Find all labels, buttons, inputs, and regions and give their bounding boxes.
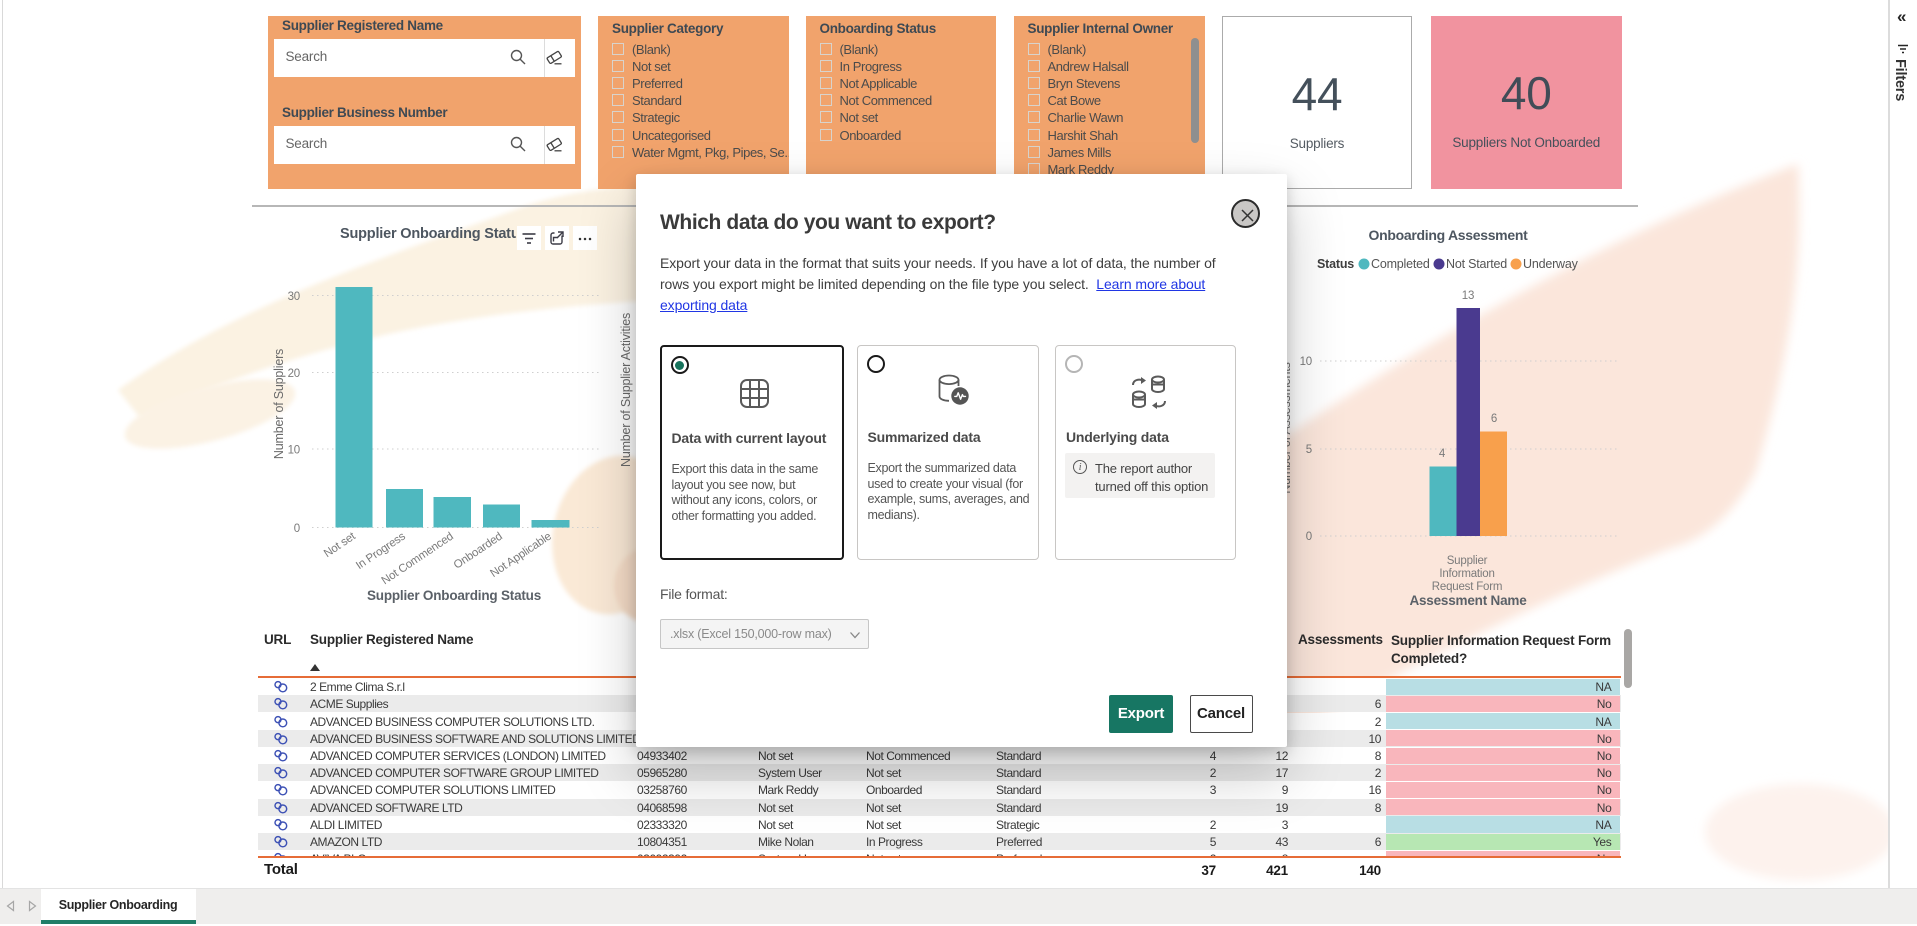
svg-text:Supplier Onboarding Status: Supplier Onboarding Status (367, 588, 541, 603)
svg-text:13: 13 (1462, 290, 1474, 302)
svg-text:4: 4 (1439, 448, 1446, 460)
svg-text:20: 20 (288, 368, 300, 380)
svg-text:Status: Status (1317, 257, 1354, 271)
svg-text:Completed: Completed (1371, 257, 1430, 271)
svg-text:Assessment Name: Assessment Name (1409, 593, 1527, 608)
svg-text:Not Started: Not Started (1446, 257, 1507, 271)
svg-text:10: 10 (1300, 356, 1312, 368)
svg-text:Request Form: Request Form (1432, 581, 1502, 593)
svg-text:Information: Information (1439, 568, 1494, 580)
svg-text:6: 6 (1491, 413, 1497, 425)
svg-text:Number of Suppliers: Number of Suppliers (272, 349, 286, 459)
svg-text:0: 0 (294, 523, 300, 535)
svg-text:30: 30 (288, 291, 300, 303)
svg-text:10: 10 (288, 445, 300, 457)
svg-text:Onboarding Assessment: Onboarding Assessment (1369, 227, 1529, 243)
svg-text:0: 0 (1306, 531, 1312, 543)
svg-text:5: 5 (1306, 444, 1312, 456)
svg-text:Number of Assessments: Number of Assessments (1287, 362, 1293, 493)
svg-text:Not set: Not set (322, 530, 359, 560)
svg-text:Underway: Underway (1523, 257, 1579, 271)
svg-text:Supplier: Supplier (1447, 555, 1488, 567)
svg-text:Number of Supplier Activities: Number of Supplier Activities (620, 313, 633, 467)
